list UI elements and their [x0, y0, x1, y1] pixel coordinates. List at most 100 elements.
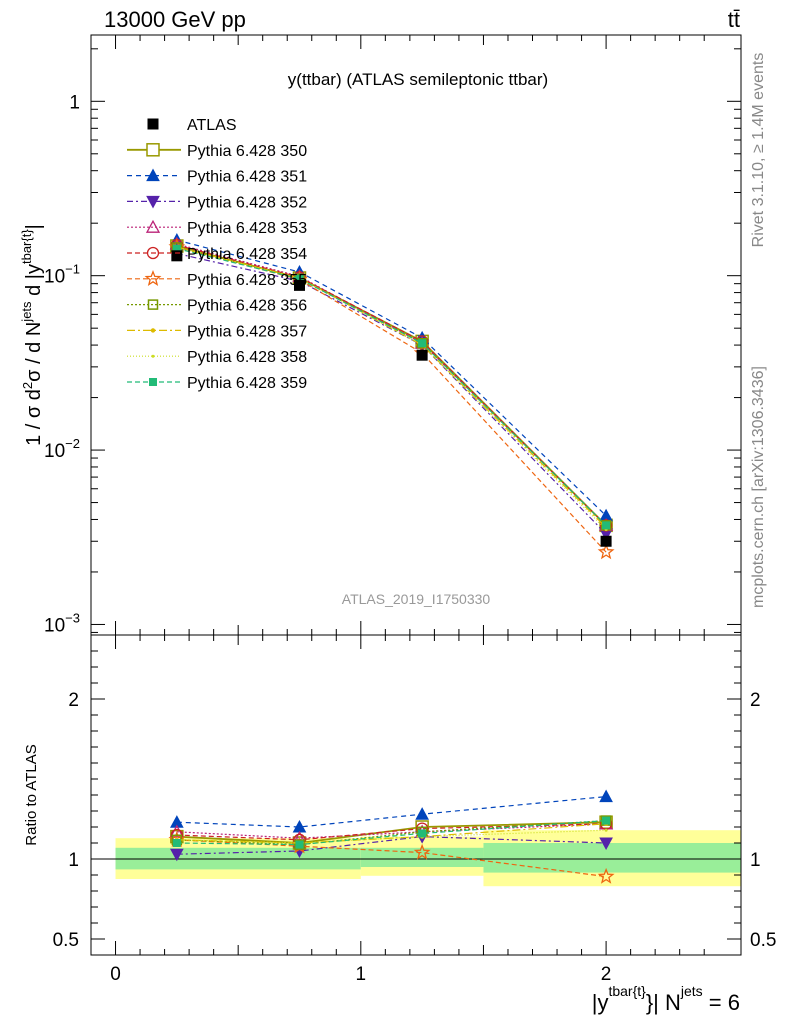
ratio-point — [599, 837, 613, 851]
legend-item: Pythia 6.428 356 — [127, 298, 307, 315]
legend-label: Pythia 6.428 357 — [187, 323, 307, 340]
ratio-point — [295, 840, 304, 849]
legend-item: Pythia 6.428 359 — [127, 375, 307, 392]
legend-marker — [149, 378, 157, 386]
legend-item: Pythia 6.428 355 — [127, 270, 307, 289]
legend-item: Pythia 6.428 358 — [127, 349, 307, 366]
series-point — [602, 521, 611, 530]
ratio-frame — [90, 634, 742, 956]
legend-marker — [145, 219, 161, 233]
y-tick-label: 10−1 — [44, 262, 80, 288]
legend-label: Pythia 6.428 353 — [187, 220, 307, 237]
legend-marker — [151, 354, 155, 358]
ratio-panel: 2 2 1 1 0.5 0.5 0 1 2 Ratio to ATLAS |ytbar{t}}|… — [23, 634, 776, 1015]
ratio-y-tick-label-right: 0.5 — [750, 930, 776, 951]
atlas-data-points — [171, 250, 612, 547]
legend-label: Pythia 6.428 356 — [187, 298, 307, 315]
main-y-axis-label: 1 / σ d2σ / d Njets d |ytbar{t}| — [19, 224, 45, 446]
ratio-ticks: 2 2 1 1 0.5 0.5 0 1 2 — [53, 634, 776, 985]
legend-item: Pythia 6.428 357 — [127, 323, 307, 340]
series-line — [176, 246, 607, 531]
ratio-point — [413, 843, 431, 860]
legend-item: Pythia 6.428 354 — [127, 246, 307, 263]
ratio-series-10 — [172, 816, 611, 849]
legend-marker — [146, 246, 160, 260]
series-line — [176, 239, 607, 517]
legend-item: Pythia 6.428 351 — [127, 168, 307, 186]
legend-marker — [147, 299, 159, 310]
main-ticks: 1 10−1 10−2 10−3 — [44, 35, 741, 636]
legend-marker — [147, 118, 159, 130]
x-tick-label: 0 — [110, 964, 121, 985]
process-label: tt̄ — [728, 7, 740, 32]
ratio-y-tick-label-left: 1 — [68, 850, 79, 871]
ratio-point — [597, 867, 615, 884]
ratio-y-tick-label-right: 2 — [750, 690, 761, 711]
ratio-point — [169, 824, 184, 838]
legend-marker — [150, 328, 156, 333]
y-tick-label: 10−2 — [44, 436, 80, 462]
atlas-point — [600, 535, 612, 547]
legend-marker — [146, 143, 160, 157]
x-tick-label: 1 — [356, 964, 367, 985]
series-point — [418, 339, 427, 348]
atlas-point — [293, 279, 305, 291]
y-tick-label: 10−3 — [44, 610, 80, 636]
ratio-line — [176, 835, 607, 855]
rivet-label: Rivet 3.1.10, ≥ 1.4M events — [750, 53, 767, 248]
x-axis-label: |ytbar{t}}| Njets = 6 — [592, 983, 740, 1015]
series-10 — [172, 244, 611, 530]
ratio-point — [294, 839, 305, 850]
ratio-y-tick-label-left: 2 — [68, 690, 79, 711]
legend-item: Pythia 6.428 350 — [127, 143, 307, 160]
ratio-point — [604, 828, 608, 832]
ratio-line — [176, 820, 607, 846]
legend-label: Pythia 6.428 355 — [187, 272, 307, 289]
ratio-line — [176, 839, 607, 878]
uncertainty-bands — [91, 830, 741, 887]
legend-marker — [146, 195, 160, 209]
ratio-line — [176, 823, 607, 841]
ratio-y-tick-label-right: 1 — [750, 850, 761, 871]
legend-item: ATLAS — [147, 117, 237, 134]
legend-label: Pythia 6.428 352 — [187, 194, 307, 211]
ratio-point — [415, 807, 429, 820]
ratio-line — [176, 796, 607, 828]
stat-uncertainty-band — [483, 843, 741, 873]
main-series-lines — [168, 233, 615, 560]
series-line — [176, 248, 607, 526]
energy-label: 13000 GeV pp — [104, 7, 246, 32]
main-panel: 1 10−1 10−2 10−3 y(ttbar) (ATLAS semilepton… — [19, 34, 742, 636]
series-line — [176, 244, 607, 526]
ratio-point — [170, 848, 184, 862]
legend-item: Pythia 6.428 352 — [127, 194, 307, 211]
atlas-point — [416, 349, 428, 361]
ratio-point — [602, 816, 611, 825]
x-tick-label: 2 — [601, 964, 612, 985]
series-3 — [170, 248, 613, 542]
ratio-y-axis-label: Ratio to ATLAS — [23, 744, 40, 845]
ratio-point — [418, 829, 427, 838]
legend-label: Pythia 6.428 351 — [187, 169, 307, 186]
legend: ATLAS Pythia 6.428 350 Pythia 6.428 351 Pyt… — [127, 117, 307, 392]
legend-label: Pythia 6.428 358 — [187, 349, 307, 366]
mcplots-label: mcplots.cern.ch [arXiv:1306.3436] — [750, 366, 767, 608]
ratio-series-lines — [168, 789, 615, 884]
ratio-point — [599, 789, 613, 803]
legend-label: Pythia 6.428 359 — [187, 375, 307, 392]
ratio-line — [176, 820, 607, 846]
ratio-point — [170, 815, 184, 828]
chart-title: y(ttbar) (ATLAS semileptonic ttbar) — [288, 70, 548, 89]
analysis-watermark: ATLAS_2019_I1750330 — [342, 591, 491, 607]
ratio-line — [176, 823, 607, 839]
series-line — [176, 252, 607, 535]
legend-label: ATLAS — [187, 117, 237, 134]
ratio-series-2 — [170, 789, 613, 833]
stat-uncertainty-band — [360, 847, 484, 867]
y-tick-label: 1 — [69, 92, 80, 113]
ratio-line — [176, 823, 607, 844]
legend-label: Pythia 6.428 354 — [187, 246, 307, 263]
legend-label: Pythia 6.428 350 — [187, 143, 307, 160]
ratio-point — [172, 839, 181, 847]
